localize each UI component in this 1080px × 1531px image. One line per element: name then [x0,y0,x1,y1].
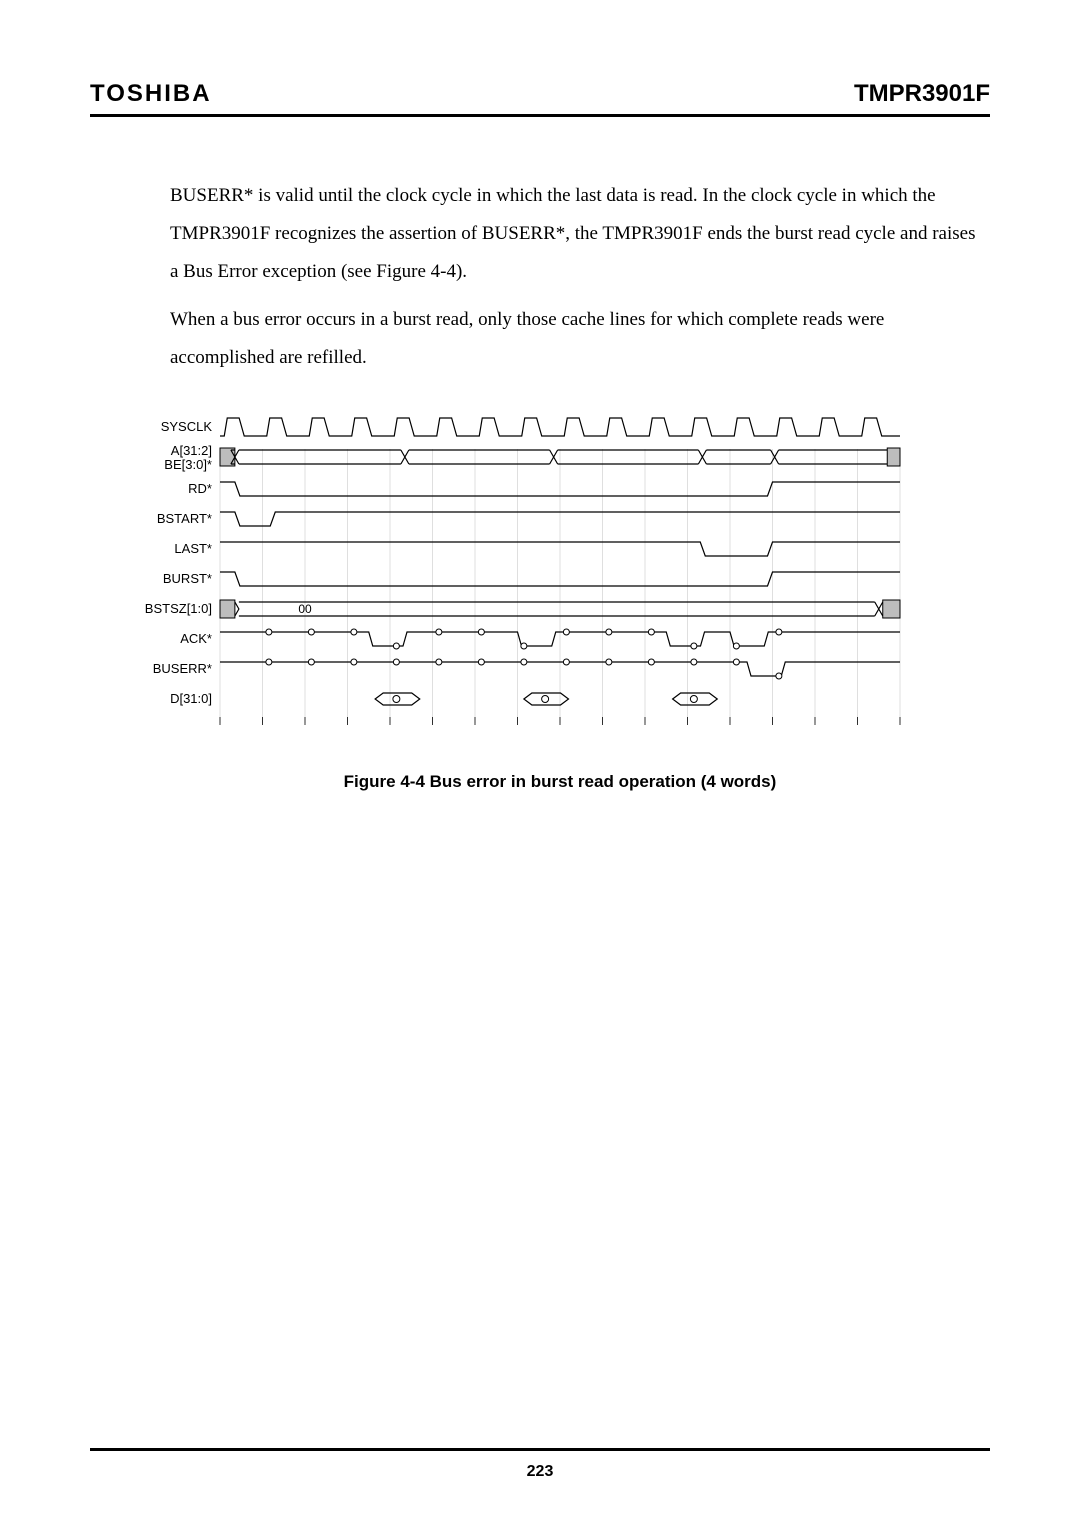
brand-logo: TOSHIBA [90,80,212,108]
page: TOSHIBA TMPR3901F BUSERR* is valid until… [0,0,1080,1531]
timing-svg: SYSCLK A[31:2]BE[3:0]* RD* BSTART* LAST* BURS… [130,407,920,737]
svg-text:00: 00 [298,602,312,616]
svg-text:BE[3:0]*: BE[3:0]* [164,457,212,472]
footer-rule [90,1448,990,1451]
svg-text:BUSERR*: BUSERR* [153,661,212,676]
svg-text:D[31:0]: D[31:0] [170,691,212,706]
svg-text:BURST*: BURST* [163,571,212,586]
figure-caption: Figure 4-4 Bus error in burst read opera… [130,772,990,792]
svg-text:BSTSZ[1:0]: BSTSZ[1:0] [145,601,212,616]
timing-diagram: SYSCLK A[31:2]BE[3:0]* RD* BSTART* LAST* BURS… [130,407,990,792]
paragraph-1: BUSERR* is valid until the clock cycle i… [170,177,980,291]
svg-text:BSTART*: BSTART* [157,511,212,526]
part-number: TMPR3901F [854,80,990,108]
body-text: BUSERR* is valid until the clock cycle i… [170,177,980,377]
svg-text:A[31:2]: A[31:2] [171,443,212,458]
svg-text:ACK*: ACK* [180,631,212,646]
svg-text:SYSCLK: SYSCLK [161,419,213,434]
svg-text:LAST*: LAST* [174,541,212,556]
page-number: 223 [0,1463,1080,1481]
svg-text:RD*: RD* [188,481,212,496]
page-header: TOSHIBA TMPR3901F [90,80,990,117]
paragraph-2: When a bus error occurs in a burst read,… [170,301,980,377]
